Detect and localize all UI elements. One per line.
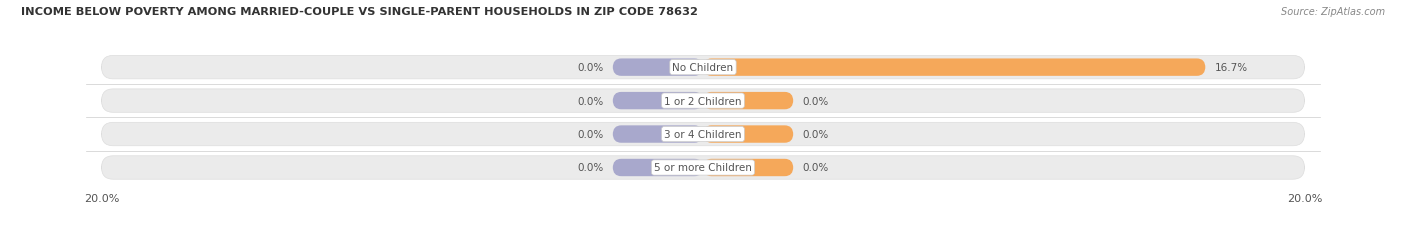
Text: 1 or 2 Children: 1 or 2 Children — [664, 96, 742, 106]
Text: 3 or 4 Children: 3 or 4 Children — [664, 130, 742, 140]
Text: Source: ZipAtlas.com: Source: ZipAtlas.com — [1281, 7, 1385, 17]
FancyBboxPatch shape — [101, 123, 1305, 146]
FancyBboxPatch shape — [613, 126, 703, 143]
Text: 5 or more Children: 5 or more Children — [654, 163, 752, 173]
Text: 0.0%: 0.0% — [803, 163, 828, 173]
Text: 0.0%: 0.0% — [578, 63, 603, 73]
Text: No Children: No Children — [672, 63, 734, 73]
Text: 0.0%: 0.0% — [803, 96, 828, 106]
FancyBboxPatch shape — [613, 159, 703, 176]
Text: 0.0%: 0.0% — [578, 130, 603, 140]
Text: INCOME BELOW POVERTY AMONG MARRIED-COUPLE VS SINGLE-PARENT HOUSEHOLDS IN ZIP COD: INCOME BELOW POVERTY AMONG MARRIED-COUPL… — [21, 7, 697, 17]
Text: 0.0%: 0.0% — [803, 130, 828, 140]
FancyBboxPatch shape — [703, 159, 793, 176]
FancyBboxPatch shape — [101, 89, 1305, 113]
FancyBboxPatch shape — [703, 92, 793, 110]
Text: 0.0%: 0.0% — [578, 163, 603, 173]
Text: 0.0%: 0.0% — [578, 96, 603, 106]
FancyBboxPatch shape — [101, 156, 1305, 179]
FancyBboxPatch shape — [101, 56, 1305, 79]
Text: 16.7%: 16.7% — [1215, 63, 1247, 73]
FancyBboxPatch shape — [703, 59, 1205, 76]
FancyBboxPatch shape — [613, 92, 703, 110]
FancyBboxPatch shape — [703, 126, 793, 143]
FancyBboxPatch shape — [613, 59, 703, 76]
